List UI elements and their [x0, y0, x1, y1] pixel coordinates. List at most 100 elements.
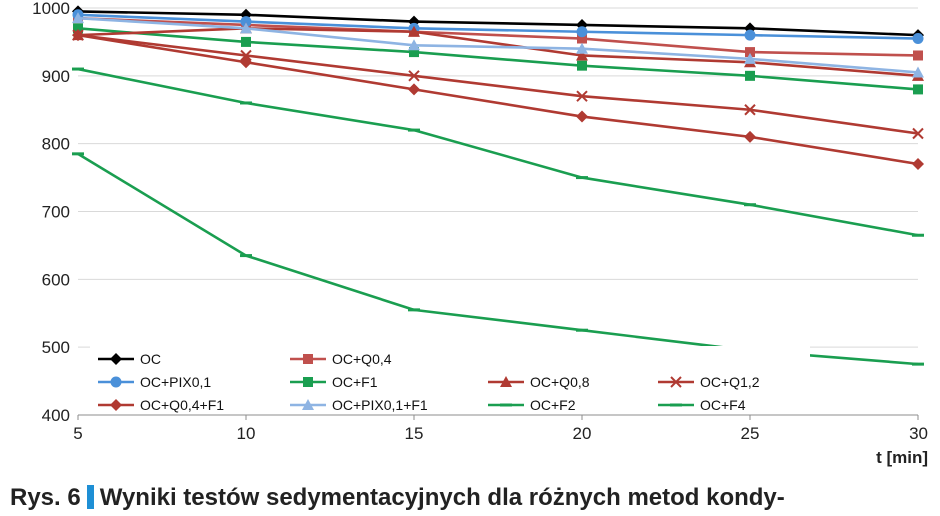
legend-swatch-marker [303, 377, 313, 387]
data-point [576, 42, 588, 54]
legend-swatch-marker [500, 376, 512, 387]
legend-item: OC [98, 351, 161, 367]
legend-item: OC+PIX0,1+F1 [290, 397, 428, 413]
legend-item: OC+Q0,4+F1 [98, 397, 224, 413]
series-OC+F4 [72, 152, 924, 366]
legend-swatch-marker [110, 376, 122, 388]
series-line [77, 16, 919, 74]
data-point [912, 127, 924, 140]
data-point [408, 39, 420, 51]
data-point [408, 128, 420, 132]
legend-item: OC+Q0,4 [290, 351, 392, 367]
legend-swatch-marker [670, 376, 682, 388]
data-point [408, 308, 420, 312]
caption-text: Wyniki testów sedymentacyjnych dla różny… [99, 484, 785, 511]
x-tick-label: 5 [73, 424, 82, 443]
data-point [240, 22, 252, 34]
y-tick-label: 800 [42, 135, 70, 154]
y-tick-label: 500 [42, 338, 70, 357]
legend-label: OC+Q0,4+F1 [140, 397, 224, 413]
legend-label: OC+PIX0,1 [140, 374, 211, 390]
data-point [744, 203, 756, 207]
data-point [744, 130, 756, 143]
legend-label: OC+PIX0,1+F1 [332, 397, 428, 413]
data-point [577, 60, 587, 71]
x-tick-label: 20 [573, 424, 592, 443]
legend-item: OC+F1 [290, 374, 378, 390]
data-point [408, 25, 420, 37]
legend-swatch-marker [110, 399, 122, 411]
data-point [912, 362, 924, 366]
data-point [576, 110, 588, 123]
x-tick-label: 30 [909, 424, 928, 443]
data-point [241, 36, 251, 47]
data-point [72, 29, 84, 42]
legend-swatch-marker [302, 399, 314, 410]
series-line [77, 10, 919, 37]
legend-swatch-marker [303, 354, 313, 364]
data-point [744, 104, 756, 116]
data-point [744, 29, 756, 41]
data-point [73, 23, 83, 34]
legend: OC OC+Q0,4 OC+PIX0,1 OC+F1 OC+Q0,8 OC+Q1,2 OC+… [90, 346, 810, 414]
legend-background [90, 346, 810, 414]
data-point [576, 49, 588, 61]
caption-prefix: Rys. 6 [10, 484, 81, 511]
series-OC+PIX0,1+F1 [72, 12, 924, 78]
data-point [408, 83, 420, 96]
legend-label: OC [140, 351, 161, 367]
figure-caption: Rys. 6 Wyniki testów sedymentacyjnych dla… [10, 484, 785, 512]
data-point [745, 70, 755, 81]
data-point [744, 52, 756, 64]
y-tick-label: 900 [42, 67, 70, 86]
data-point [240, 49, 252, 62]
legend-label: OC+F4 [700, 397, 746, 413]
legend-item: OC+F2 [488, 397, 576, 413]
data-point [577, 33, 587, 44]
series-OC+F2 [72, 67, 924, 237]
legend-swatch-marker [500, 403, 512, 407]
data-point [576, 90, 588, 102]
series-line [77, 152, 919, 366]
sedimentation-chart: 400 500 600 700 800 900 1000 5 10 15 20 25 30 t [min]… [32, 0, 928, 467]
x-tick-label: 25 [741, 424, 760, 443]
data-point [576, 26, 588, 38]
legend-item: OC+F4 [658, 397, 746, 413]
axes: 400 500 600 700 800 900 1000 5 10 15 20 25 30 t [min] [32, 0, 928, 467]
series-line [77, 67, 919, 237]
series-line [77, 13, 919, 40]
data-point [576, 176, 588, 180]
caption-accent-bar [86, 485, 94, 509]
data-point [913, 84, 923, 95]
series-layer [72, 5, 924, 366]
data-point [913, 50, 923, 61]
data-point [72, 12, 84, 24]
legend-label: OC+Q1,2 [700, 374, 760, 390]
legend-swatch-marker [110, 353, 122, 365]
y-tick-label: 600 [42, 270, 70, 289]
data-point [912, 33, 924, 45]
data-point [408, 70, 420, 82]
legend-item: OC+Q0,8 [488, 374, 590, 390]
legend-label: OC+Q0,8 [530, 374, 590, 390]
data-point [576, 328, 588, 332]
data-point [745, 47, 755, 58]
data-point [72, 152, 84, 156]
data-point [409, 47, 419, 58]
series-OC+F1 [73, 23, 923, 95]
series-line [77, 27, 919, 78]
legend-label: OC+F2 [530, 397, 576, 413]
data-point [240, 254, 252, 258]
series-line [77, 33, 919, 166]
series-line [77, 33, 919, 135]
y-tick-label: 700 [42, 203, 70, 222]
data-point [240, 56, 252, 69]
data-point [240, 101, 252, 105]
data-point [912, 158, 924, 171]
x-axis-title: t [min] [876, 448, 928, 467]
legend-label: OC+F1 [332, 374, 378, 390]
x-tick-label: 10 [237, 424, 256, 443]
x-tick-label: 15 [405, 424, 424, 443]
legend-item: OC+Q1,2 [658, 374, 760, 390]
series-line [77, 16, 919, 57]
